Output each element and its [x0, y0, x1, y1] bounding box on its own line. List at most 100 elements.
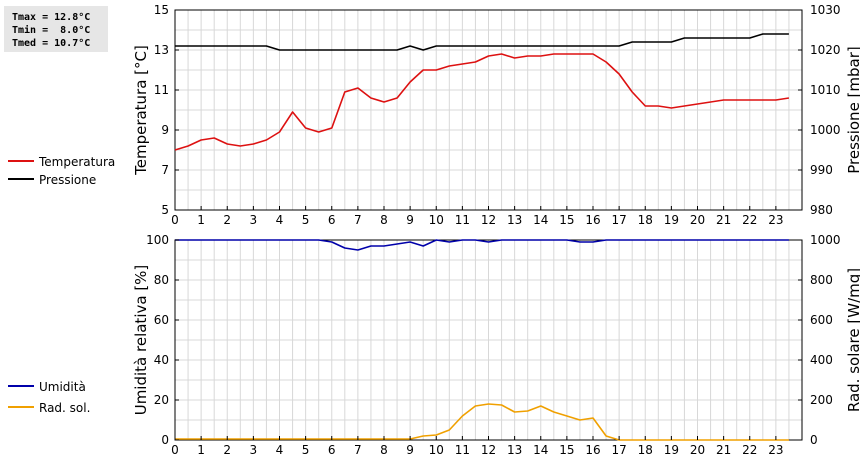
top-left-axis-title: Temperatura [°C]: [132, 45, 150, 176]
legend-pressione-label: Pressione: [39, 173, 96, 187]
x-tick-label: 2: [223, 213, 231, 227]
x-tick-label: 11: [455, 443, 470, 457]
x-tick-label: 10: [429, 443, 444, 457]
x-tick-label: 10: [429, 213, 444, 227]
right-tick-label: 1020: [810, 43, 841, 57]
x-tick-label: 5: [302, 213, 310, 227]
x-tick-label: 18: [638, 443, 653, 457]
x-tick-label: 14: [533, 213, 548, 227]
right-tick-label: 1010: [810, 83, 841, 97]
x-tick-label: 5: [302, 443, 310, 457]
x-tick-label: 8: [380, 213, 388, 227]
bottom-left-ticks: 0 20 40 60 80 100: [146, 233, 179, 447]
right-tick-label: 200: [810, 393, 833, 407]
left-tick-label: 7: [161, 163, 169, 177]
x-tick-label: 15: [559, 443, 574, 457]
x-tick-label: 18: [638, 213, 653, 227]
x-tick-label: 13: [507, 213, 522, 227]
series-line-temperatura: [174, 53, 790, 151]
x-tick-label: 22: [742, 213, 757, 227]
top-x-ticks: 0 1 2 3 4 5 6 7 8 9 10 11 12 13 14 15 16 17 18 19 20 21 22 23: [171, 206, 784, 227]
right-tick-label: 800: [810, 273, 833, 287]
x-tick-label: 1: [197, 213, 205, 227]
stat-tmed: Tmed = 10.7°C: [12, 38, 91, 49]
left-tick-label: 11: [154, 83, 169, 97]
right-tick-label: 1000: [810, 123, 841, 137]
x-tick-label: 22: [742, 443, 757, 457]
top-grid: [175, 10, 802, 210]
x-tick-label: 19: [664, 213, 679, 227]
x-tick-label: 16: [585, 443, 600, 457]
x-tick-label: 8: [380, 443, 388, 457]
x-tick-label: 1: [197, 443, 205, 457]
humidity-radiation-chart: 0 1 2 3 4 5 6 7 8 9 10 11 12 13 14 15 16 17 18 19 20 21 22 23 0…: [132, 233, 860, 457]
bottom-legend: Umidità Rad. sol.: [8, 380, 90, 415]
left-tick-label: 20: [154, 393, 169, 407]
left-tick-label: 40: [154, 353, 169, 367]
left-tick-label: 80: [154, 273, 169, 287]
x-tick-label: 12: [481, 213, 496, 227]
series-line-rad-sol: [175, 403, 789, 441]
x-tick-label: 13: [507, 443, 522, 457]
right-tick-label: 0: [810, 433, 818, 447]
x-tick-label: 17: [611, 443, 626, 457]
right-tick-label: 990: [810, 163, 833, 177]
left-tick-label: 13: [154, 43, 169, 57]
x-tick-label: 7: [354, 443, 362, 457]
bottom-left-axis-title: Umidità relativa [%]: [132, 265, 150, 416]
x-tick-label: 20: [690, 213, 705, 227]
legend-temperatura-label: Temperatura: [38, 155, 115, 169]
top-right-axis-title: Pressione [mbar]: [845, 46, 860, 174]
x-tick-label: 3: [250, 213, 258, 227]
series-line-pressione: [175, 33, 789, 51]
x-tick-label: 7: [354, 213, 362, 227]
x-tick-label: 20: [690, 443, 705, 457]
left-tick-label: 0: [161, 433, 169, 447]
legend-umidita-label: Umidità: [39, 380, 86, 394]
temperature-pressure-chart: 0 1 2 3 4 5 6 7 8 9 10 11 12 13 14 15 16 17 18 19 20 21 22 23 5…: [132, 3, 860, 227]
x-tick-label: 2: [223, 443, 231, 457]
x-tick-label: 14: [533, 443, 548, 457]
x-tick-label: 6: [328, 213, 336, 227]
x-tick-label: 4: [276, 443, 284, 457]
top-legend: Temperatura Pressione: [8, 155, 115, 187]
stat-tmax: Tmax = 12.8°C: [12, 12, 91, 23]
bottom-right-axis-title: Rad. solare [W/mq]: [845, 268, 860, 412]
x-tick-label: 15: [559, 213, 574, 227]
top-right-ticks: 980 990 1000 1010 1020 1030: [798, 3, 841, 217]
x-tick-label: 23: [768, 443, 783, 457]
x-tick-label: 16: [585, 213, 600, 227]
right-tick-label: 1000: [810, 233, 841, 247]
x-tick-label: 12: [481, 443, 496, 457]
right-tick-label: 600: [810, 313, 833, 327]
bottom-x-ticks: 0 1 2 3 4 5 6 7 8 9 10 11 12 13 14 15 16 17 18 19 20 21 22 23: [171, 436, 784, 457]
right-tick-label: 1030: [810, 3, 841, 17]
x-tick-label: 17: [611, 213, 626, 227]
x-tick-label: 19: [664, 443, 679, 457]
x-tick-label: 9: [406, 213, 414, 227]
stat-tmin: Tmin = 8.0°C: [12, 25, 91, 36]
stats-box: Tmax = 12.8°C Tmin = 8.0°C Tmed = 10.7°C: [4, 6, 108, 52]
right-tick-label: 980: [810, 203, 833, 217]
x-tick-label: 6: [328, 443, 336, 457]
left-tick-label: 100: [146, 233, 169, 247]
bottom-grid: [175, 240, 802, 440]
x-tick-label: 0: [171, 213, 179, 227]
x-tick-label: 21: [716, 213, 731, 227]
x-tick-label: 23: [768, 213, 783, 227]
x-tick-label: 11: [455, 213, 470, 227]
top-series: [174, 33, 790, 151]
left-tick-label: 9: [161, 123, 169, 137]
x-tick-label: 4: [276, 213, 284, 227]
bottom-right-ticks: 0 200 400 600 800 1000: [798, 233, 841, 447]
series-line-umidit: [175, 239, 789, 251]
legend-radsol-label: Rad. sol.: [39, 401, 90, 415]
bottom-series: [175, 239, 789, 441]
x-tick-label: 0: [171, 443, 179, 457]
x-tick-label: 9: [406, 443, 414, 457]
top-left-ticks: 5 7 9 11 13 15: [154, 3, 179, 217]
right-tick-label: 400: [810, 353, 833, 367]
x-tick-label: 3: [250, 443, 258, 457]
left-tick-label: 60: [154, 313, 169, 327]
